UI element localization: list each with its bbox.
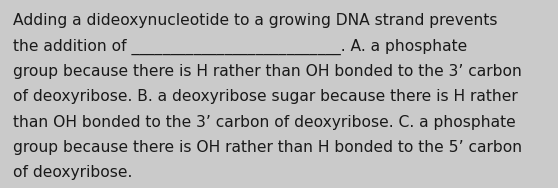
Text: than OH bonded to the 3’ carbon of deoxyribose. C. a phosphate: than OH bonded to the 3’ carbon of deoxy… bbox=[13, 115, 516, 130]
Text: group because there is OH rather than H bonded to the 5’ carbon: group because there is OH rather than H … bbox=[13, 140, 522, 155]
Text: Adding a dideoxynucleotide to a growing DNA strand prevents: Adding a dideoxynucleotide to a growing … bbox=[13, 13, 498, 28]
Text: of deoxyribose.: of deoxyribose. bbox=[13, 165, 132, 180]
Text: the addition of ___________________________. A. a phosphate: the addition of ________________________… bbox=[13, 39, 467, 55]
Text: of deoxyribose. B. a deoxyribose sugar because there is H rather: of deoxyribose. B. a deoxyribose sugar b… bbox=[13, 89, 518, 104]
Text: group because there is H rather than OH bonded to the 3’ carbon: group because there is H rather than OH … bbox=[13, 64, 522, 79]
